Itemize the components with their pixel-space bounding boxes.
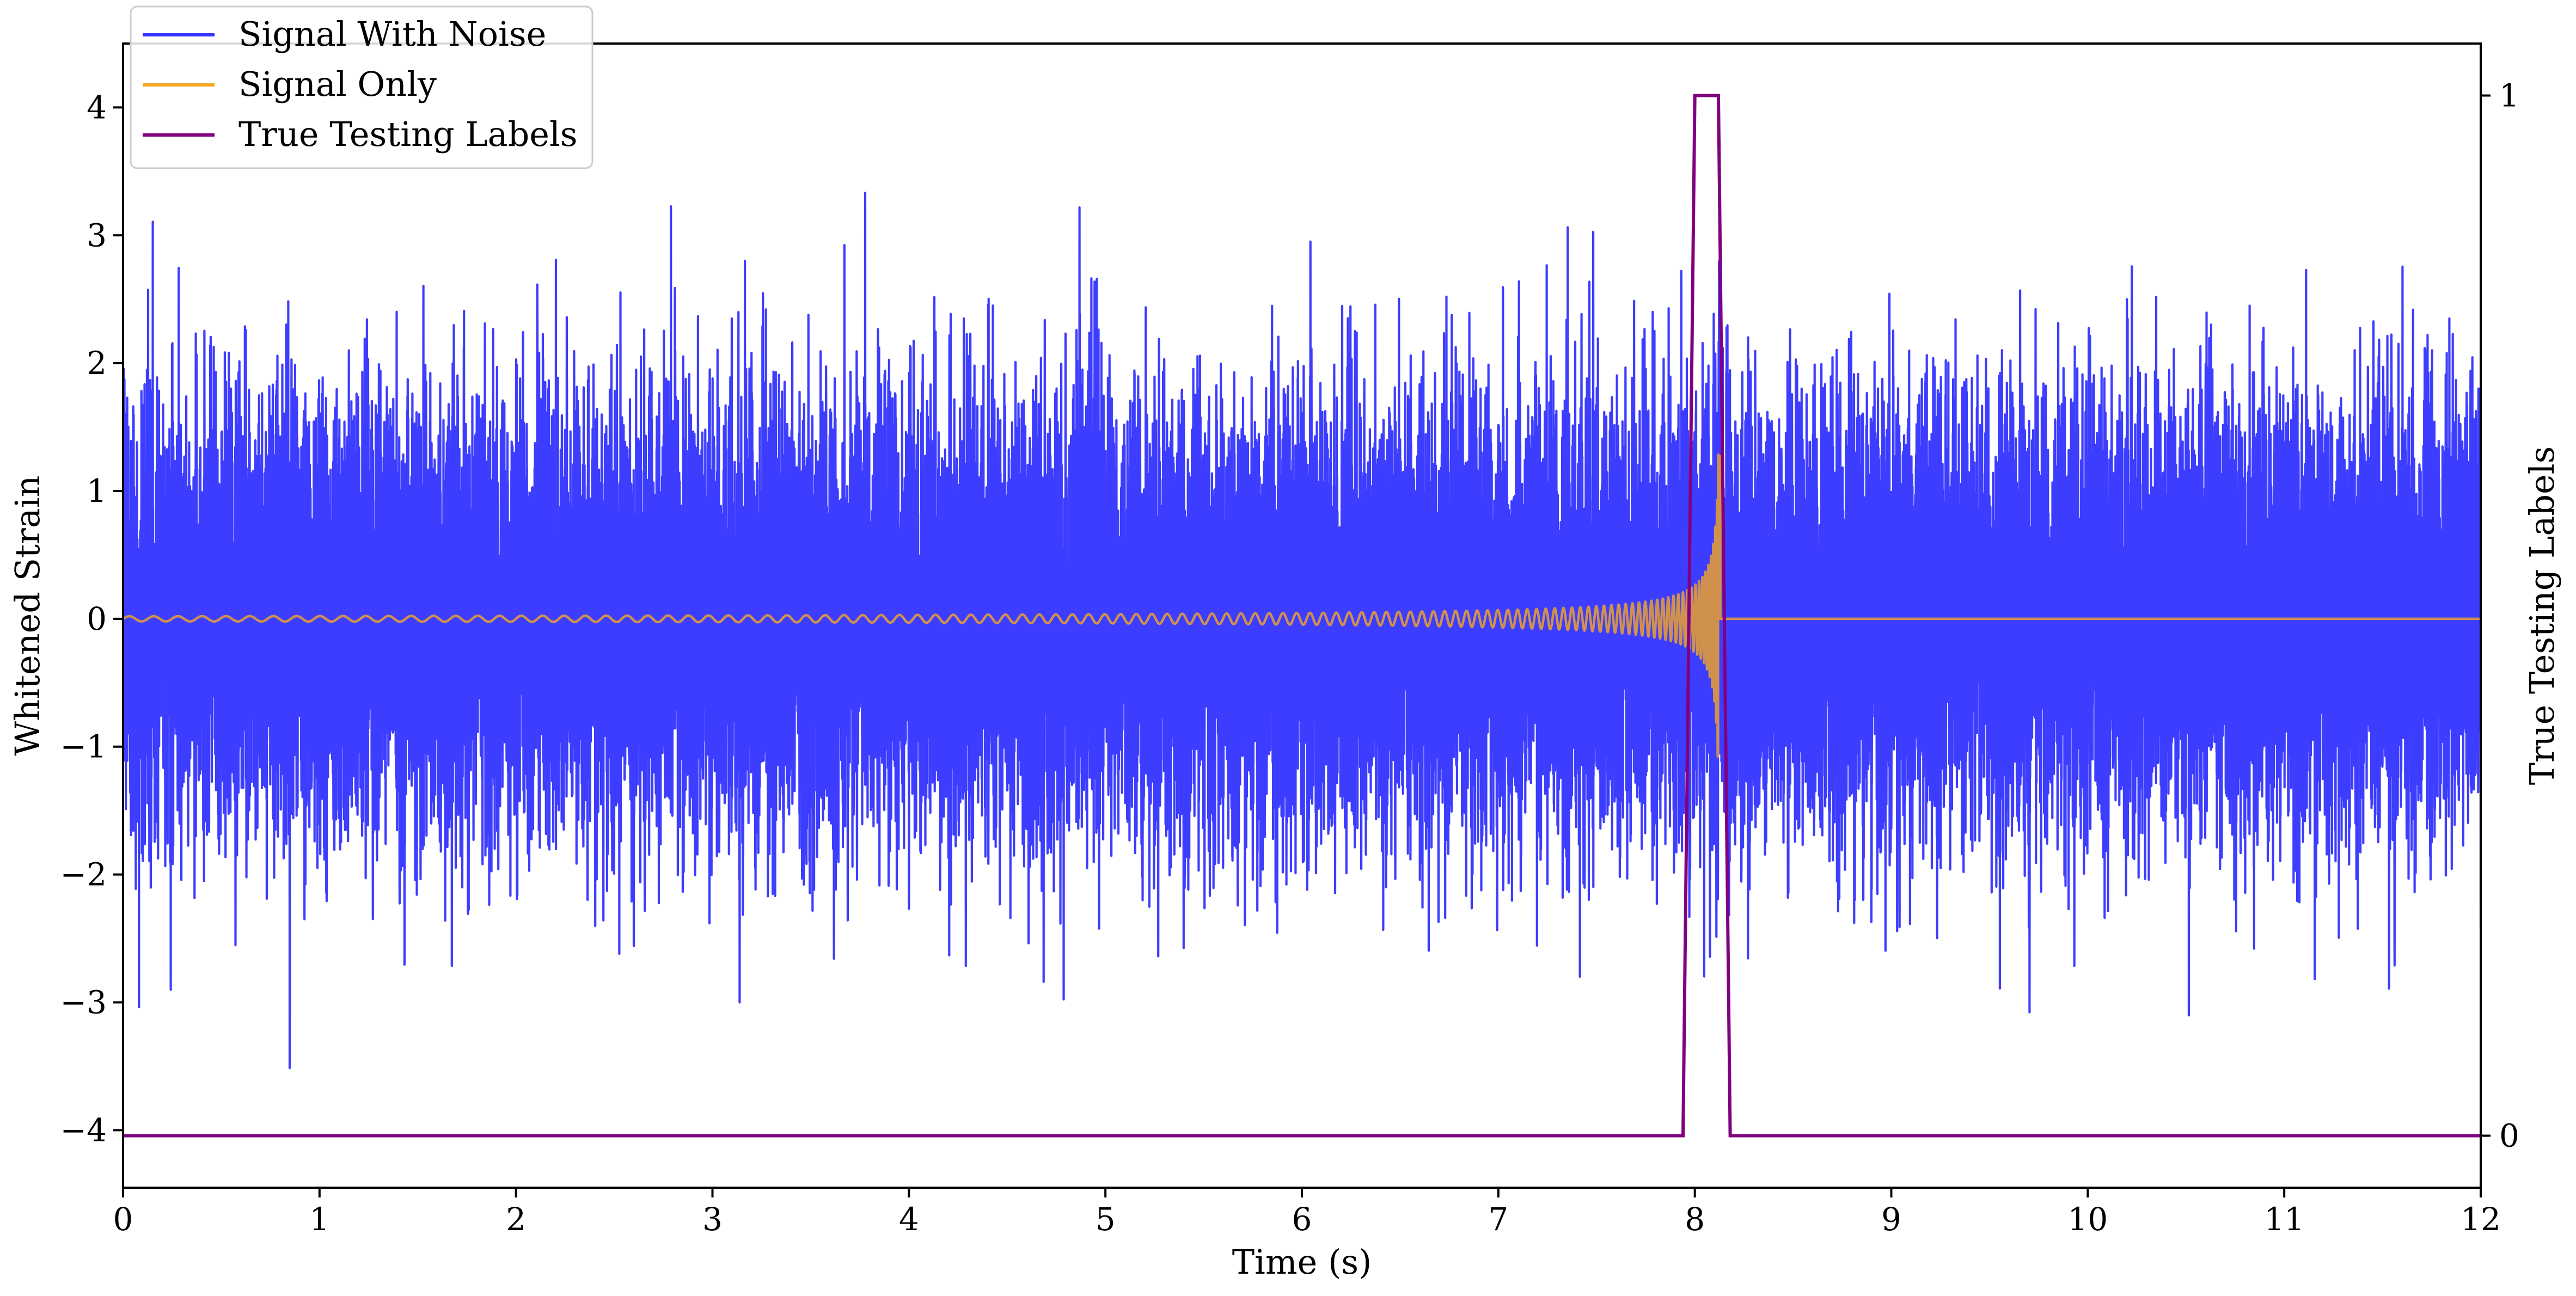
x-axis: 0 1 2 3 4 5 6 7 8 9 10 11 12: [113, 1188, 2501, 1238]
series-true-testing-labels: [123, 94, 2481, 1138]
y-axis-left: −4 −3 −2 −1 0 1 2 3 4: [60, 89, 123, 1148]
y-tick-label: 1: [87, 472, 107, 509]
line-signal-with-noise: [123, 192, 2481, 1070]
y-tick-label: 2: [87, 345, 107, 382]
series-signal-only: [123, 453, 2481, 758]
plot-area: [123, 94, 2481, 1138]
x-tick-label: 8: [1685, 1201, 1705, 1238]
x-tick-label: 10: [2067, 1201, 2108, 1238]
y-tick-label: 3: [87, 217, 107, 254]
y2-axis-label: True Testing Labels: [2522, 446, 2562, 785]
y-tick-label: −1: [60, 728, 107, 765]
y-tick-label: 0: [87, 600, 107, 637]
x-tick-label: 9: [1881, 1201, 1901, 1238]
x-tick-label: 4: [899, 1201, 919, 1238]
x-tick-label: 5: [1096, 1201, 1116, 1238]
y2-tick-label: 0: [2499, 1117, 2519, 1154]
legend-box: [130, 5, 593, 169]
x-tick-label: 6: [1292, 1201, 1312, 1238]
y-tick-label: −3: [60, 984, 107, 1021]
legend-label-signal-only: Signal Only: [238, 64, 437, 104]
x-tick-label: 3: [702, 1201, 723, 1238]
y-tick-label: −2: [60, 856, 107, 893]
x-tick-label: 7: [1488, 1201, 1508, 1238]
line-true-testing-labels: [123, 94, 2481, 1138]
y-axis-right: 01: [2481, 77, 2519, 1154]
x-tick-label: 1: [309, 1201, 329, 1238]
legend: Signal With Noise Signal Only True Testi…: [130, 5, 593, 169]
line-signal-only: [123, 453, 2481, 758]
y-axis-label: Whitened Strain: [8, 476, 47, 756]
y-tick-label: 4: [87, 89, 107, 126]
x-axis-label: Time (s): [1232, 1242, 1372, 1282]
x-tick-label: 2: [506, 1201, 526, 1238]
series-signal-with-noise: [123, 192, 2481, 1070]
x-tick-label: 0: [113, 1201, 133, 1238]
x-tick-label: 11: [2264, 1201, 2304, 1238]
x-tick-label: 12: [2461, 1201, 2501, 1238]
y2-tick-label: 1: [2499, 77, 2519, 114]
legend-label-true-testing-labels: True Testing Labels: [238, 114, 578, 154]
legend-label-signal-with-noise: Signal With Noise: [238, 14, 546, 54]
y-tick-label: −4: [60, 1111, 107, 1148]
